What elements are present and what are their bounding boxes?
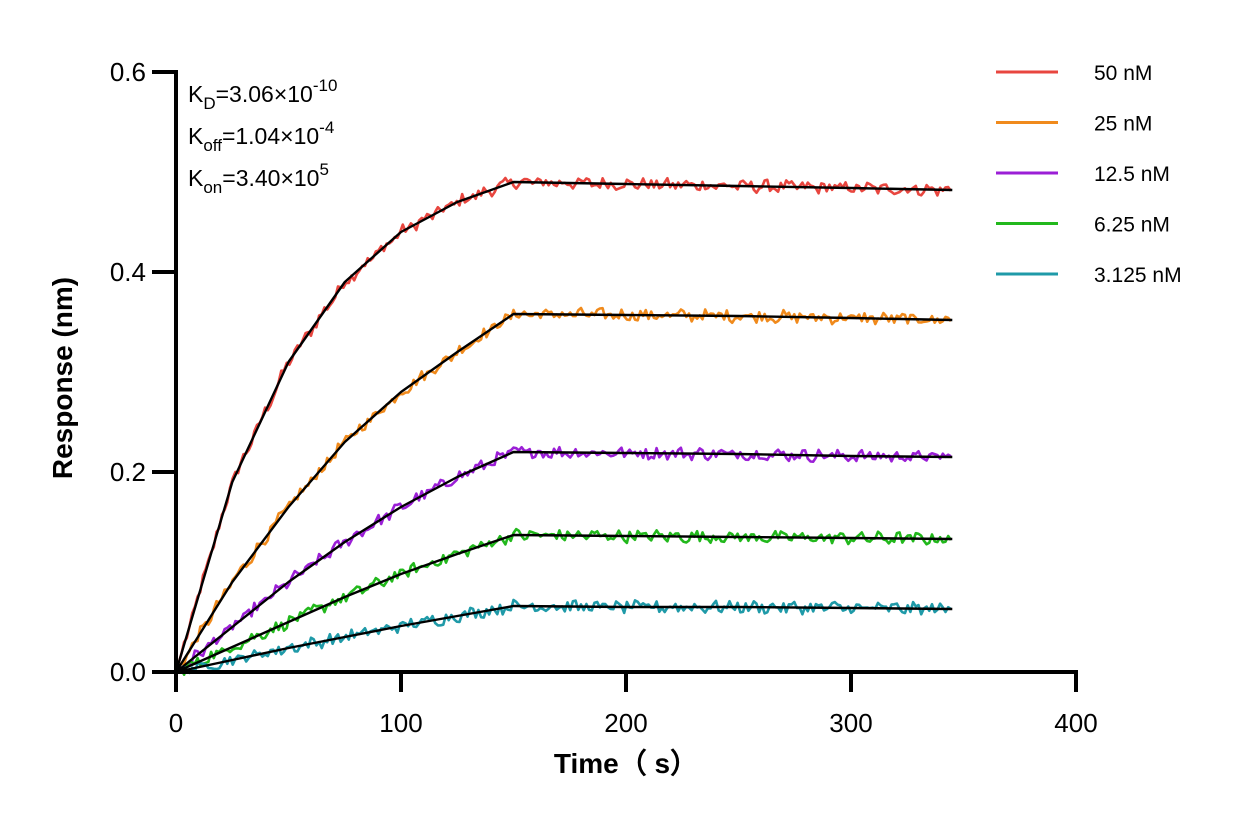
y-axis-title: Response (nm) — [47, 277, 78, 479]
y-tick-label: 0.2 — [110, 457, 146, 487]
fit-layer — [174, 180, 953, 674]
kinetic-annotation: Kon=3.40×105 — [188, 160, 329, 197]
kinetic-annotation: Koff=1.04×10-4 — [188, 118, 334, 155]
legend: 50 nM 25 nM 12.5 nM 6.25 nM 3.125 nM — [996, 62, 1182, 287]
x-tick-label: 400 — [1054, 708, 1097, 738]
legend-label: 3.125 nM — [1094, 264, 1182, 287]
fit-curve — [174, 312, 953, 673]
legend-label: 12.5 nM — [1094, 163, 1170, 186]
kinetic-constants: KD=3.06×10-10 Koff=1.04×10-4 Kon=3.40×105 — [188, 76, 337, 197]
fit-curve — [175, 533, 953, 674]
y-tick-label: 0.6 — [110, 57, 146, 87]
series-layer — [174, 176, 952, 676]
x-tick-label: 0 — [169, 708, 183, 738]
legend-label: 6.25 nM — [1094, 214, 1170, 237]
axes-layer — [174, 70, 1078, 674]
x-axis-title: Time（ s） — [554, 747, 698, 779]
series-line — [175, 598, 952, 675]
legend-label: 50 nM — [1094, 62, 1152, 85]
legend-label: 25 nM — [1094, 113, 1152, 136]
y-tick-label: 0.4 — [110, 257, 146, 287]
fit-curve — [175, 604, 953, 674]
series-line — [175, 445, 952, 674]
x-tick-label: 200 — [604, 708, 647, 738]
x-tick-label: 100 — [379, 708, 422, 738]
series-line — [175, 527, 952, 676]
series-line — [174, 176, 952, 673]
ticks-layer: 0 100 200 300 400 0.0 0.2 0.4 0.6 — [110, 57, 1098, 738]
fit-curve — [175, 450, 953, 673]
y-tick-label: 0.0 — [110, 657, 146, 687]
fit-curve — [174, 180, 953, 673]
x-tick-label: 300 — [829, 708, 872, 738]
kinetic-annotation: KD=3.06×10-10 — [188, 76, 337, 113]
